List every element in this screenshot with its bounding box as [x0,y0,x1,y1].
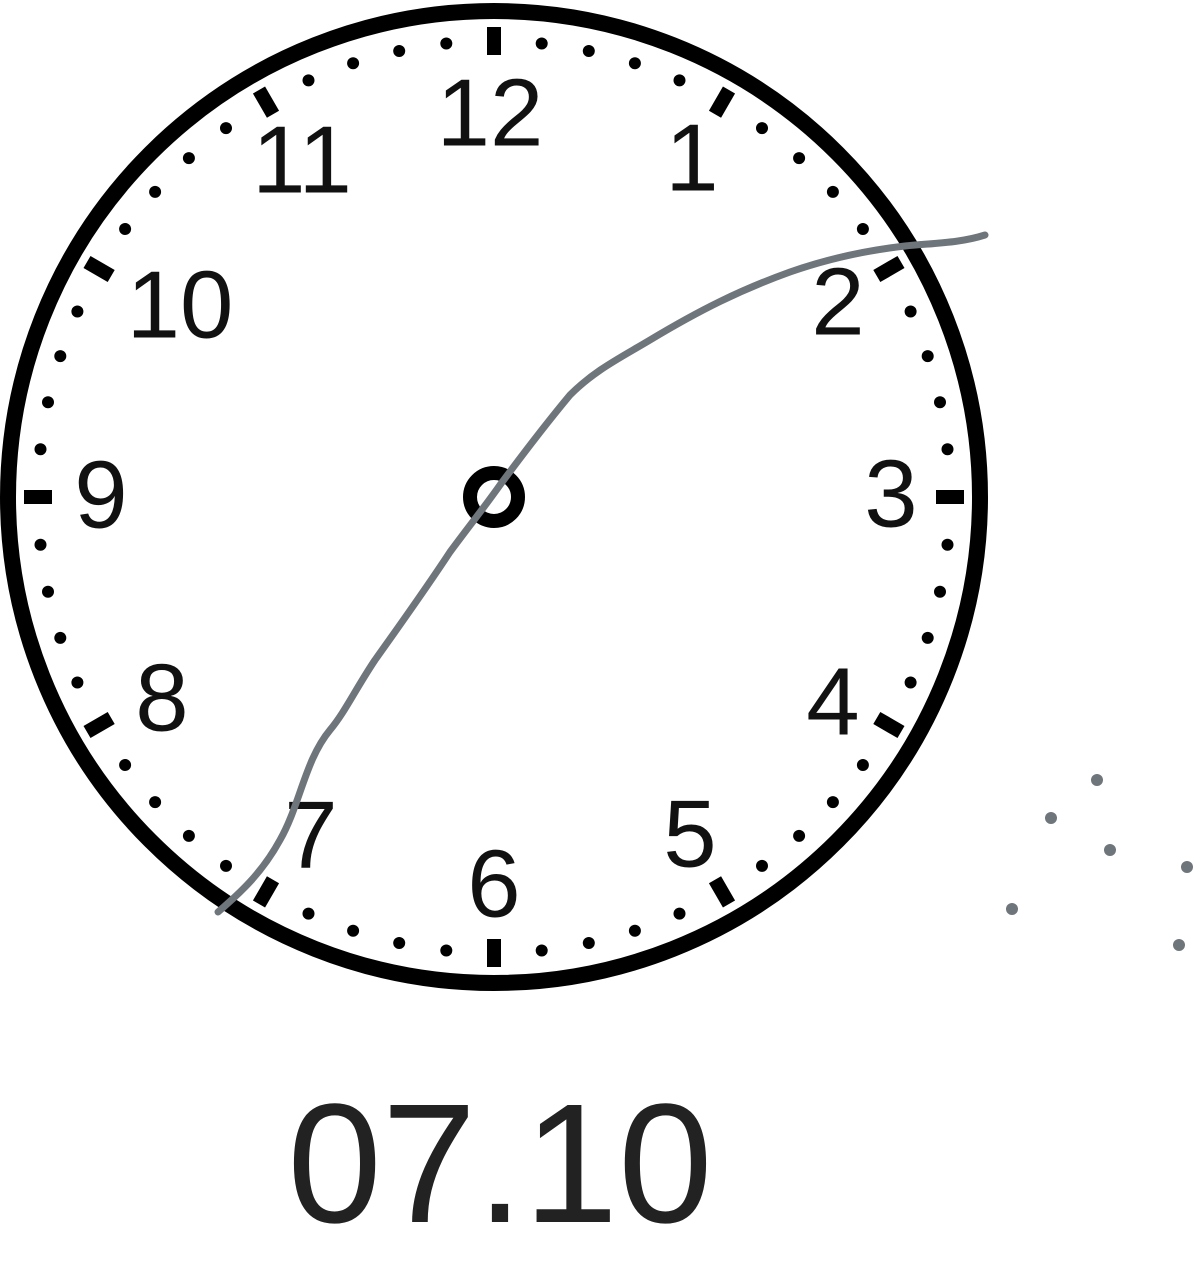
minute-dot [54,350,67,363]
minute-dot [393,45,406,57]
minute-dot [904,676,917,689]
numeral-3: 3 [864,441,917,548]
hour-tick [83,255,115,283]
dot [1091,774,1103,786]
minute-dot [535,37,548,50]
minute-dot [42,585,54,598]
hour-tick [252,876,280,908]
dot [1045,812,1057,824]
minute-dot [921,350,934,363]
minute-dot [34,538,47,551]
minute-dot [347,924,360,937]
numeral-9: 9 [74,442,127,549]
minute-dot [149,796,162,809]
minute-dot [42,396,54,409]
minute-dot [582,937,595,949]
minute-dot [856,223,869,235]
minute-dot [582,45,595,57]
numeral-12: 12 [437,60,544,167]
minute-dot [54,631,67,644]
minute-dot [826,796,839,809]
minute-dot [793,829,806,842]
hour-tick [873,255,905,283]
minute-dot [440,944,453,957]
minute-dot [628,57,641,70]
minute-dot [934,396,946,409]
numeral-5: 5 [663,781,716,888]
time-readout: 07.10 [287,1069,712,1259]
minute-dot [535,944,548,957]
minute-dot [756,859,768,872]
minute-dot [302,74,315,87]
minute-dot [34,443,47,456]
minute-dot [904,305,917,318]
minute-dot [673,907,686,920]
minute-dot [756,122,768,135]
dot [1006,903,1018,915]
clock-numerals: 12 1 2 3 4 5 6 7 8 9 10 11 [74,60,917,938]
minute-dot [71,676,84,689]
minute-dot [302,907,315,920]
dot [1173,939,1185,951]
numeral-11: 11 [252,107,352,214]
minute-dot [347,57,360,70]
minute-dot [220,859,232,872]
hand-drawn-stroke [214,231,989,916]
center-pivot [463,466,525,528]
hour-tick [252,86,280,118]
minute-dot [793,152,806,165]
minute-dot [673,74,686,87]
numeral-2: 2 [811,249,864,356]
minute-dot [119,759,132,771]
minute-dot [941,443,954,456]
minute-dot [182,829,195,842]
tick-marks [24,27,964,967]
hour-tick [83,711,115,739]
minute-dot [921,631,934,644]
minute-dot [826,185,839,198]
minute-dot [393,937,406,949]
scattered-dots [1006,774,1193,951]
minute-dot [220,122,232,135]
minute-dot [440,37,453,50]
numeral-6: 6 [467,831,520,938]
minute-dot [119,223,132,235]
dot [1104,844,1116,856]
numeral-7: 7 [284,782,337,889]
numeral-4: 4 [806,649,859,756]
minute-dot [182,152,195,165]
minute-dot [628,924,641,937]
minute-dot [941,538,954,551]
numeral-10: 10 [127,252,234,359]
minute-dot [934,585,946,598]
minute-dot [71,305,84,318]
hour-tick [873,711,905,739]
hour-tick [708,86,736,118]
numeral-1: 1 [665,105,718,212]
dot [1181,861,1193,873]
numeral-8: 8 [135,645,188,752]
minute-dot [149,185,162,198]
minute-dot [856,759,869,771]
hour-tick [708,876,736,908]
